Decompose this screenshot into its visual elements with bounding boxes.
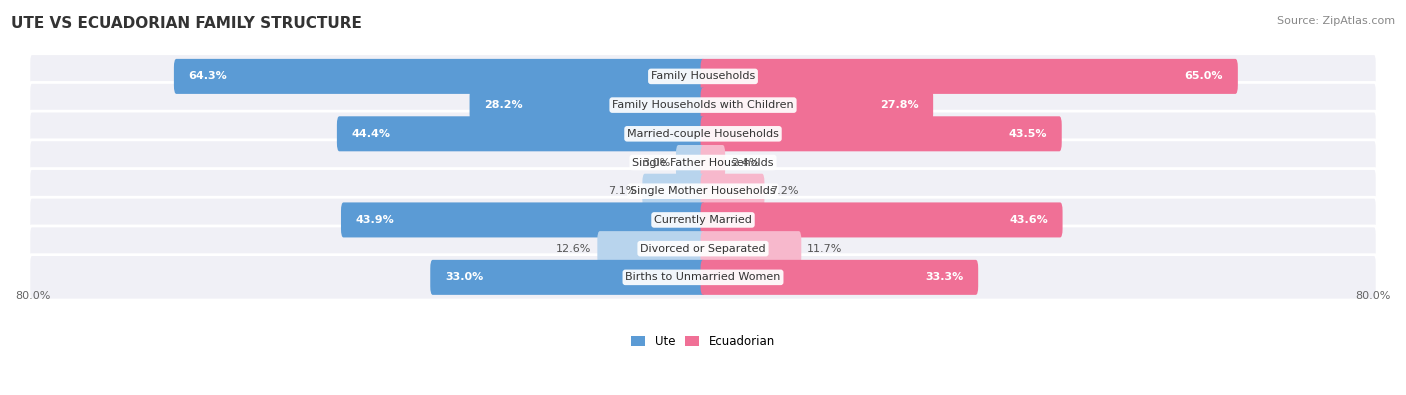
Text: 43.6%: 43.6%: [1010, 215, 1047, 225]
Text: Family Households: Family Households: [651, 71, 755, 81]
Text: 27.8%: 27.8%: [880, 100, 918, 110]
Text: 3.0%: 3.0%: [643, 158, 671, 167]
FancyBboxPatch shape: [30, 255, 1376, 300]
Text: 80.0%: 80.0%: [15, 291, 51, 301]
Text: Family Households with Children: Family Households with Children: [612, 100, 794, 110]
Text: Single Father Households: Single Father Households: [633, 158, 773, 167]
Text: Currently Married: Currently Married: [654, 215, 752, 225]
FancyBboxPatch shape: [30, 83, 1376, 128]
FancyBboxPatch shape: [30, 169, 1376, 214]
Text: 28.2%: 28.2%: [484, 100, 523, 110]
FancyBboxPatch shape: [30, 226, 1376, 271]
Text: 7.2%: 7.2%: [770, 186, 799, 196]
Text: 64.3%: 64.3%: [188, 71, 228, 81]
Text: UTE VS ECUADORIAN FAMILY STRUCTURE: UTE VS ECUADORIAN FAMILY STRUCTURE: [11, 16, 363, 31]
Text: 7.1%: 7.1%: [609, 186, 637, 196]
Text: 2.4%: 2.4%: [731, 158, 759, 167]
FancyBboxPatch shape: [700, 145, 725, 180]
FancyBboxPatch shape: [430, 260, 706, 295]
FancyBboxPatch shape: [700, 116, 1062, 151]
FancyBboxPatch shape: [337, 116, 706, 151]
Text: Married-couple Households: Married-couple Households: [627, 129, 779, 139]
FancyBboxPatch shape: [342, 202, 706, 237]
FancyBboxPatch shape: [30, 197, 1376, 243]
FancyBboxPatch shape: [30, 111, 1376, 156]
FancyBboxPatch shape: [30, 54, 1376, 99]
FancyBboxPatch shape: [700, 59, 1237, 94]
FancyBboxPatch shape: [700, 202, 1063, 237]
FancyBboxPatch shape: [598, 231, 706, 266]
Text: 80.0%: 80.0%: [1355, 291, 1391, 301]
Text: 33.0%: 33.0%: [446, 272, 484, 282]
FancyBboxPatch shape: [30, 140, 1376, 185]
Text: 11.7%: 11.7%: [807, 244, 842, 254]
FancyBboxPatch shape: [700, 260, 979, 295]
Text: Divorced or Separated: Divorced or Separated: [640, 244, 766, 254]
FancyBboxPatch shape: [700, 231, 801, 266]
Text: 33.3%: 33.3%: [925, 272, 963, 282]
FancyBboxPatch shape: [470, 88, 706, 122]
FancyBboxPatch shape: [700, 88, 934, 122]
FancyBboxPatch shape: [174, 59, 706, 94]
Text: 44.4%: 44.4%: [352, 129, 391, 139]
Text: 43.5%: 43.5%: [1008, 129, 1047, 139]
FancyBboxPatch shape: [700, 174, 765, 209]
FancyBboxPatch shape: [643, 174, 706, 209]
Text: 12.6%: 12.6%: [557, 244, 592, 254]
Text: 65.0%: 65.0%: [1185, 71, 1223, 81]
Legend: Ute, Ecuadorian: Ute, Ecuadorian: [627, 331, 779, 353]
Text: Single Mother Households: Single Mother Households: [630, 186, 776, 196]
Text: Births to Unmarried Women: Births to Unmarried Women: [626, 272, 780, 282]
Text: Source: ZipAtlas.com: Source: ZipAtlas.com: [1277, 16, 1395, 26]
FancyBboxPatch shape: [676, 145, 706, 180]
Text: 43.9%: 43.9%: [356, 215, 395, 225]
